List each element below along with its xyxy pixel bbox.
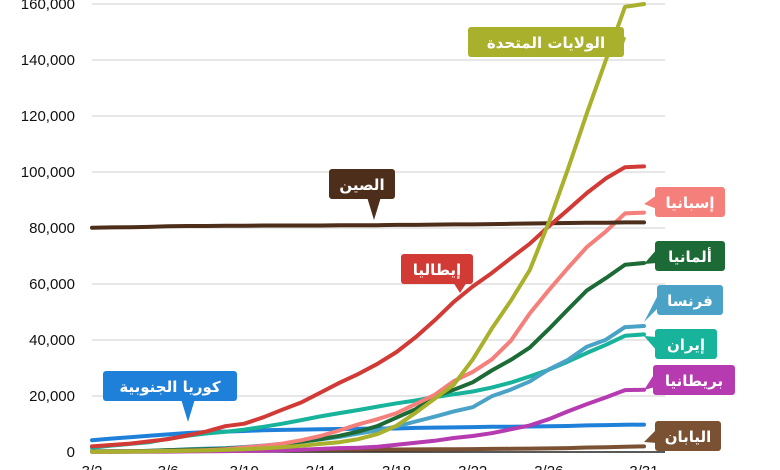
y-axis-tick-labels: 0 20,000 40,000 60,000 80,000 100,000 120,000 1…	[21, 0, 75, 461]
y-tick-label: 160,000	[21, 0, 75, 13]
series-line	[90, 2, 646, 454]
y-tick-label: 0	[67, 444, 75, 461]
x-tick-label: 3/26	[534, 463, 563, 470]
y-tick-label: 100,000	[21, 164, 75, 181]
label-pointer	[367, 197, 381, 220]
y-tick-label: 140,000	[21, 52, 75, 69]
x-axis-tick-labels: 3/2 3/6 3/10 3/14 3/18 3/22 3/26 3/31	[82, 463, 659, 470]
series-label: إسبانيا	[644, 187, 725, 217]
series-callout-labels: الولايات المتحدة إيطاليا الصين إسبانيا ألمان…	[103, 27, 735, 451]
x-tick-label: 3/22	[458, 463, 487, 470]
series-name: إسبانيا	[665, 194, 714, 212]
series-name: الصين	[339, 176, 384, 194]
label-box	[655, 421, 721, 451]
x-tick-label: 3/2	[82, 463, 103, 470]
series-name: بريطانيا	[665, 372, 723, 390]
label-pointer	[453, 282, 467, 293]
series-line	[90, 220, 646, 230]
series-name: اليابان	[665, 428, 712, 446]
label-pointer	[644, 373, 655, 390]
label-box	[401, 254, 473, 284]
series-label: اليابان	[644, 421, 721, 451]
y-tick-label: 20,000	[29, 388, 75, 405]
label-box	[103, 371, 237, 401]
y-tick-label: 40,000	[29, 332, 75, 349]
series-name: الولايات المتحدة	[487, 34, 605, 52]
x-tick-label: 3/10	[230, 463, 259, 470]
series-label: بريطانيا	[644, 365, 735, 395]
series-label: الصين	[329, 169, 395, 220]
y-tick-label: 120,000	[21, 108, 75, 125]
label-pointer	[644, 429, 657, 443]
series-line	[90, 164, 646, 449]
label-box	[655, 329, 717, 359]
label-box	[655, 241, 725, 271]
series-label: الولايات المتحدة	[468, 27, 626, 57]
series-name: إيران	[667, 336, 705, 354]
label-pointer	[644, 336, 657, 351]
x-tick-label: 3/14	[306, 463, 335, 470]
label-pointer	[644, 195, 657, 209]
series-label: فرنسا	[644, 285, 723, 322]
label-box	[329, 169, 395, 199]
label-box	[657, 285, 723, 315]
series-name: إيطاليا	[413, 261, 461, 279]
series-label: إيران	[644, 329, 717, 359]
label-pointer	[644, 293, 659, 322]
series-lines	[90, 2, 646, 454]
series-name: فرنسا	[667, 292, 713, 310]
y-tick-label: 60,000	[29, 276, 75, 293]
label-pointer	[644, 249, 657, 264]
x-tick-label: 3/31	[629, 463, 658, 470]
y-tick-label: 80,000	[29, 220, 75, 237]
label-box	[653, 365, 735, 395]
x-tick-label: 3/18	[382, 463, 411, 470]
label-pointer	[181, 399, 195, 422]
x-tick-label: 3/6	[158, 463, 179, 470]
label-box	[655, 187, 725, 217]
series-label: كوريا الجنوبية	[103, 371, 237, 422]
label-box	[468, 27, 624, 57]
series-name: ألمانيا	[668, 247, 712, 266]
series-label: ألمانيا	[644, 241, 725, 271]
series-name: كوريا الجنوبية	[119, 378, 220, 396]
series-label: إيطاليا	[401, 254, 473, 293]
